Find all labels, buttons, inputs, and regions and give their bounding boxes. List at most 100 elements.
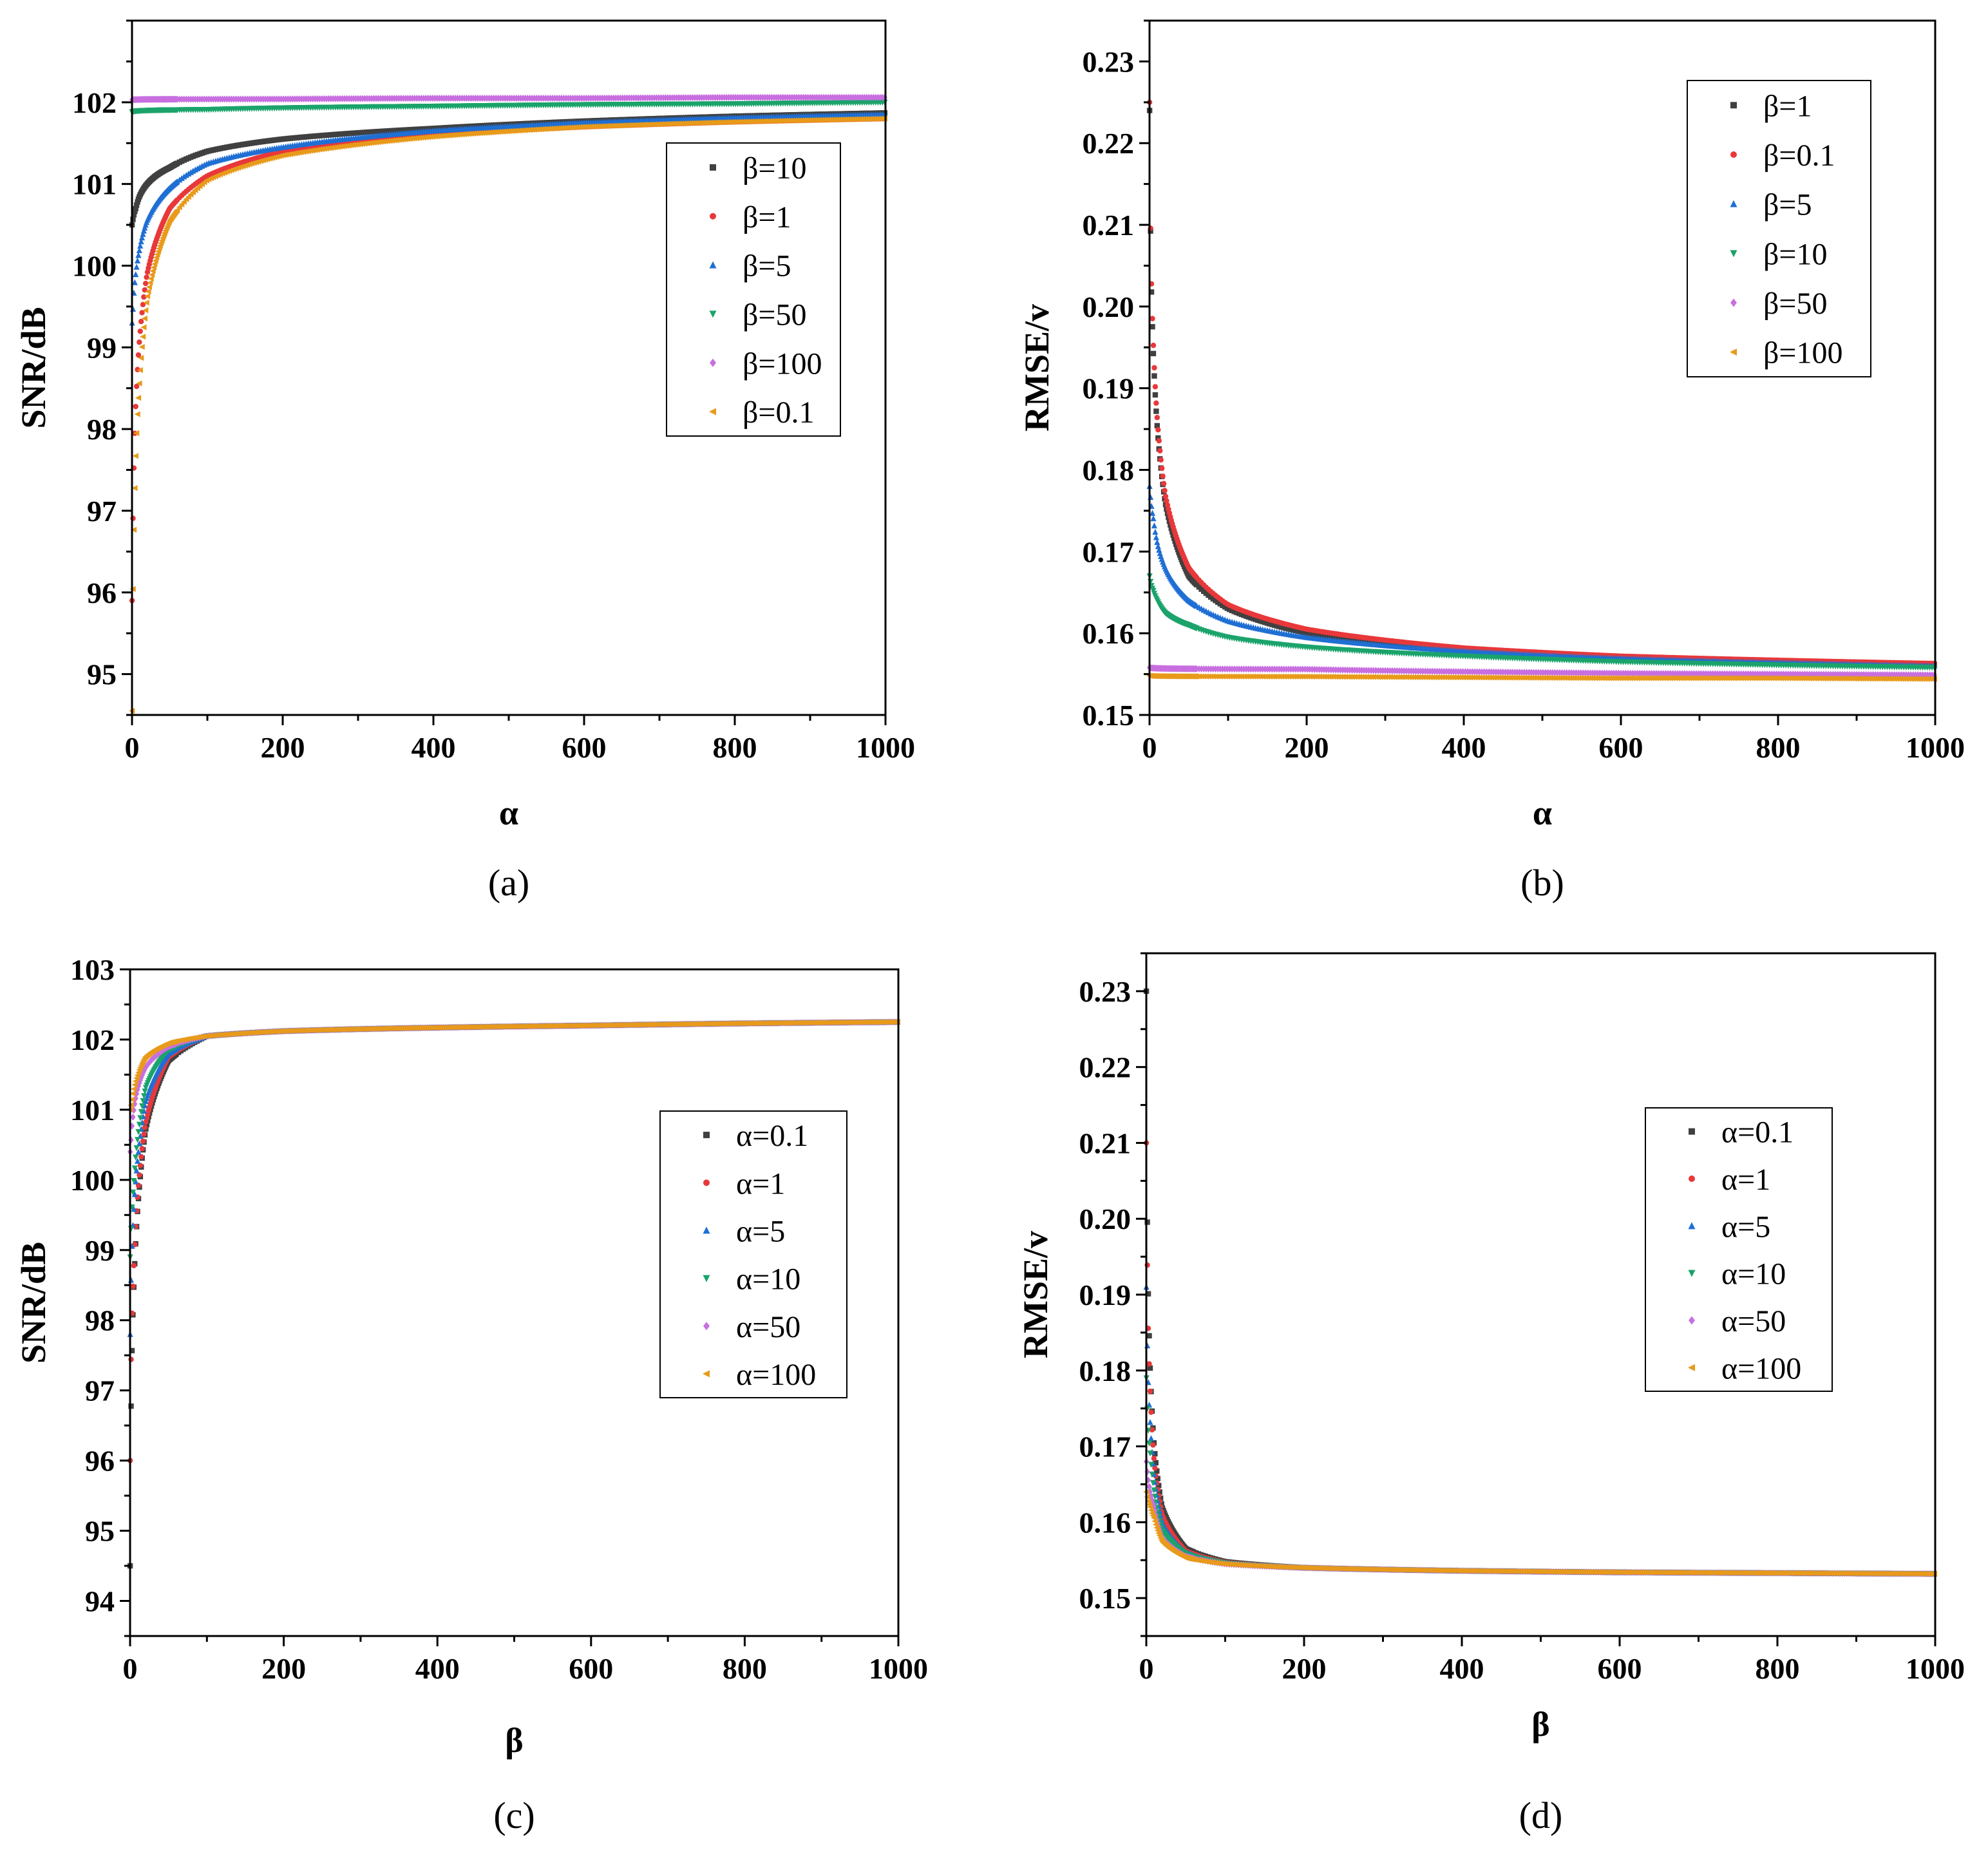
data-point <box>1151 522 1158 529</box>
data-point <box>131 1262 137 1269</box>
x-tick-label: 400 <box>412 731 456 764</box>
x-tick-label: 200 <box>261 731 305 764</box>
x-tick-label: 400 <box>1442 731 1486 764</box>
data-point <box>1153 408 1159 414</box>
data-point <box>140 231 146 237</box>
chart-panel-c: 0 200 400 600 800 100094959697989910010110210… <box>14 953 928 1836</box>
data-point <box>135 252 142 258</box>
y-tick-label: 0.20 <box>1083 290 1135 323</box>
data-point <box>131 279 138 285</box>
y-tick-label: 0.22 <box>1083 127 1135 160</box>
data-point <box>1150 324 1155 330</box>
y-tick-label: 99 <box>87 331 117 364</box>
data-point <box>137 339 142 345</box>
data-point <box>1147 493 1154 500</box>
legend-marker <box>1730 151 1737 158</box>
legend-label: β=50 <box>1763 287 1828 321</box>
data-point <box>135 352 142 358</box>
y-tick-label: 0.19 <box>1083 372 1135 405</box>
x-axis-label: α <box>1533 794 1552 832</box>
data-point <box>139 1146 145 1152</box>
x-tick-label: 600 <box>562 731 607 764</box>
y-axis-label: RMSE/v <box>1018 304 1056 432</box>
legend-label: β=100 <box>743 347 822 381</box>
x-tick-label: 0 <box>1142 731 1157 764</box>
x-tick-label: 800 <box>1756 731 1801 764</box>
data-point <box>1160 473 1166 479</box>
x-tick-label: 1000 <box>1906 731 1965 764</box>
data-point <box>137 242 144 249</box>
series-a-2 <box>129 111 888 326</box>
data-point <box>1154 415 1160 421</box>
legend-label: β=100 <box>1763 336 1843 370</box>
series-a-3 <box>129 99 888 116</box>
y-tick-label: 0.23 <box>1083 45 1135 78</box>
y-axis-label: SNR/dB <box>14 307 53 428</box>
data-point <box>1159 465 1165 471</box>
legend-label: β=5 <box>1763 188 1812 222</box>
data-point <box>144 274 149 280</box>
x-axis-label: α <box>499 794 518 832</box>
y-tick-label: 0.21 <box>1083 209 1135 242</box>
data-point <box>138 234 146 241</box>
legend-label: β=0.1 <box>1763 138 1835 173</box>
data-point <box>141 294 147 300</box>
data-point <box>141 1131 147 1137</box>
legend-label: β=1 <box>743 200 791 234</box>
data-point <box>137 328 143 334</box>
data-point <box>1153 534 1159 540</box>
legend-box <box>1687 80 1871 377</box>
legend-label: β=0.1 <box>743 395 815 430</box>
data-point <box>1162 493 1169 499</box>
data-point <box>140 1138 146 1144</box>
data-point <box>134 257 141 263</box>
data-point <box>135 395 142 401</box>
x-tick-label: 200 <box>1285 731 1329 764</box>
y-tick-label: 98 <box>87 413 117 446</box>
data-point <box>138 238 144 245</box>
y-tick-label: 97 <box>87 495 117 528</box>
data-point <box>1151 373 1157 379</box>
data-point <box>181 173 187 180</box>
legend-marker <box>710 164 716 171</box>
data-point <box>142 280 149 287</box>
legend-label: β=5 <box>743 249 791 283</box>
y-tick-label: 96 <box>87 576 117 609</box>
data-point <box>139 310 145 316</box>
legend-label: β=50 <box>743 298 807 332</box>
legend-label: β=10 <box>743 151 807 186</box>
data-point <box>138 318 144 325</box>
panel-caption: (a) <box>488 862 529 904</box>
y-tick-label: 0.16 <box>1083 617 1135 650</box>
data-point <box>1152 528 1159 535</box>
y-tick-label: 101 <box>72 168 117 201</box>
legend: β=10 β=1 β=5 β=50 β=100 β=0.1 <box>666 142 841 437</box>
y-tick-label: 102 <box>72 86 117 119</box>
data-point <box>133 263 140 270</box>
data-point <box>1157 448 1163 453</box>
data-point <box>1152 384 1159 390</box>
data-point <box>1156 438 1162 444</box>
data-point <box>142 1125 148 1130</box>
data-point <box>1158 457 1164 463</box>
data-point <box>1153 400 1159 406</box>
data-point <box>133 403 138 410</box>
chart-panel-b: 0 200 400 600 800 10000.150.160.170.180.190.2… <box>1018 19 1965 904</box>
x-tick-label: 1000 <box>856 731 915 764</box>
data-point <box>139 334 146 340</box>
legend-box <box>666 142 841 437</box>
legend-label: β=10 <box>1763 237 1828 271</box>
legend: β=1 β=0.1 β=5 β=10 β=50 β=100 <box>1687 80 1871 377</box>
data-point <box>133 383 140 390</box>
data-point <box>1150 343 1157 348</box>
legend-label: β=1 <box>1763 89 1812 123</box>
data-point <box>136 247 142 254</box>
data-point <box>140 227 147 234</box>
y-tick-label: 95 <box>87 658 117 691</box>
y-tick-label: 0.15 <box>1083 699 1135 732</box>
x-tick-label: 800 <box>713 731 757 764</box>
data-point <box>1162 488 1168 493</box>
x-tick-label: 600 <box>1599 731 1643 764</box>
data-point <box>1150 515 1157 522</box>
